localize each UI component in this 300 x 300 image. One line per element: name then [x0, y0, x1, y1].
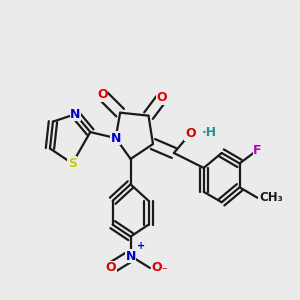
Text: O: O: [157, 91, 167, 104]
Text: +: +: [137, 241, 145, 250]
Text: N: N: [110, 132, 121, 145]
Text: F: F: [253, 143, 262, 157]
Text: O: O: [185, 127, 196, 140]
Text: O: O: [152, 262, 162, 275]
Text: N: N: [70, 108, 80, 121]
Text: O: O: [97, 88, 107, 101]
Text: N: N: [125, 250, 136, 262]
Text: ⁻: ⁻: [161, 266, 167, 277]
Text: O: O: [106, 262, 116, 275]
Text: CH₃: CH₃: [259, 191, 283, 204]
Text: ·H: ·H: [202, 126, 217, 139]
Text: S: S: [68, 157, 77, 170]
